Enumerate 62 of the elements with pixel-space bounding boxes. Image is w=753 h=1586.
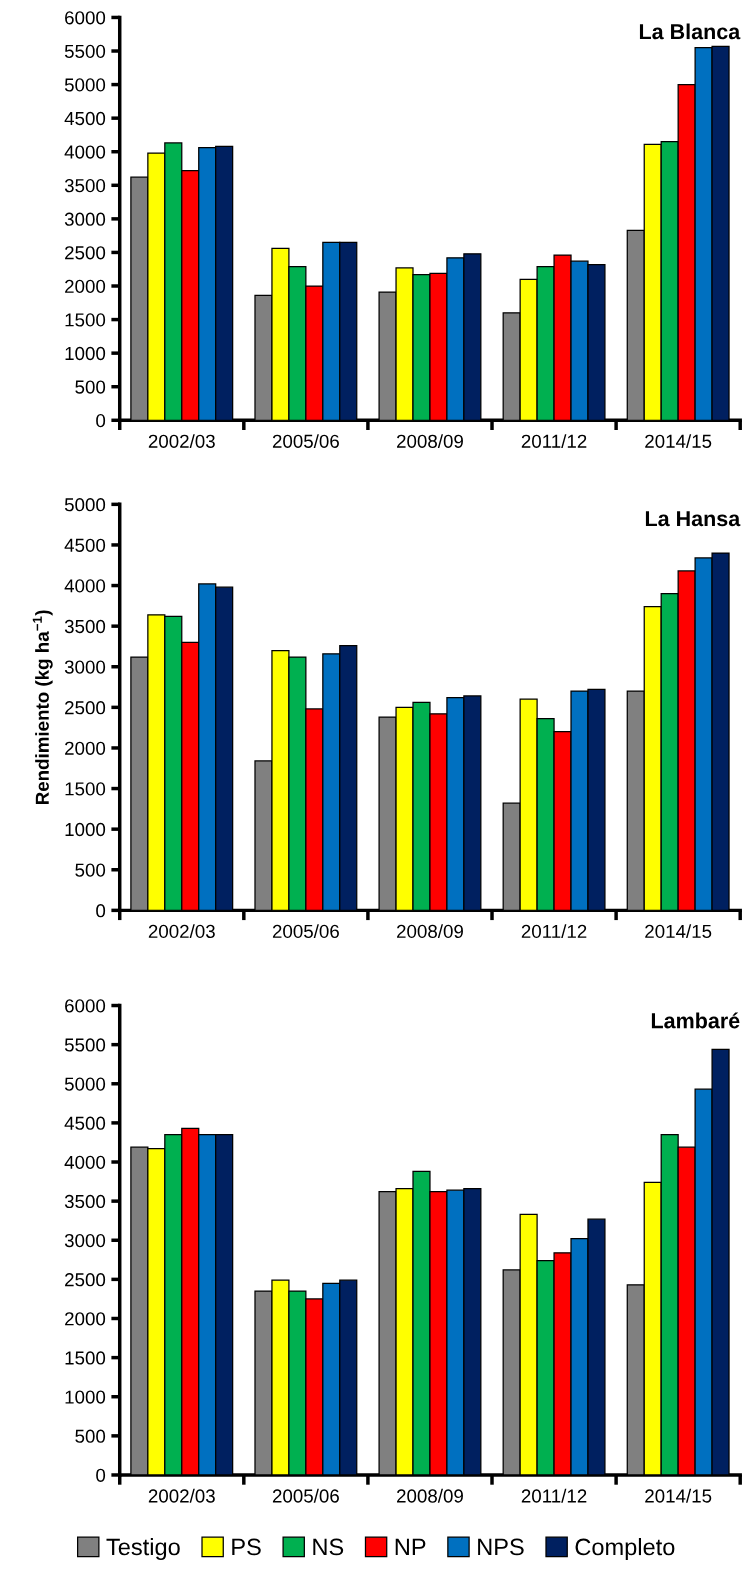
y-tick-label: 500 bbox=[75, 1429, 106, 1443]
y-tick-label: 2500 bbox=[65, 1273, 106, 1287]
y-tick-label: 3500 bbox=[64, 1194, 106, 1209]
chart-title: La Blanca bbox=[639, 23, 741, 40]
y-tick-label: 6000 bbox=[65, 11, 106, 25]
legend-label: PS bbox=[232, 1538, 261, 1556]
y-axis-title: Rendimiento (kg ha$^{−1}$) bbox=[32, 610, 53, 805]
y-tick-label: 2500 bbox=[65, 246, 106, 260]
y-tick-label: 3500 bbox=[64, 619, 106, 634]
y-tick-label: 4000 bbox=[64, 145, 106, 159]
chart-title: La Hansa bbox=[645, 511, 741, 527]
x-tick-label: 2002/03 bbox=[148, 1488, 215, 1503]
y-tick-label: 5500 bbox=[64, 44, 106, 58]
x-tick-label: 2014/15 bbox=[645, 1488, 712, 1503]
x-tick-label: 2011/12 bbox=[521, 1488, 587, 1503]
y-tick-label: 1000 bbox=[65, 822, 106, 837]
x-tick-label: 2002/03 bbox=[148, 434, 215, 448]
y-tick-label: 1500 bbox=[65, 313, 106, 327]
y-tick-label: 0 bbox=[96, 413, 106, 428]
y-tick-label: 3000 bbox=[64, 1233, 106, 1248]
y-tick-label: 4000 bbox=[64, 579, 106, 593]
legend-label: NPS bbox=[478, 1538, 524, 1556]
x-tick-label: 2005/06 bbox=[272, 924, 339, 939]
y-tick-label: 3500 bbox=[64, 179, 106, 193]
y-tick-label: 0 bbox=[96, 904, 106, 918]
x-tick-label: 2005/06 bbox=[272, 1488, 339, 1503]
x-tick-label: 2002/03 bbox=[148, 924, 215, 939]
y-tick-label: 1000 bbox=[65, 346, 106, 361]
y-tick-label: 2000 bbox=[65, 1312, 106, 1326]
y-tick-label: 5000 bbox=[64, 78, 106, 92]
y-tick-label: 5000 bbox=[64, 498, 106, 512]
y-tick-label: 2500 bbox=[65, 701, 106, 715]
y-tick-label: 5500 bbox=[64, 1038, 106, 1052]
y-tick-label: 500 bbox=[75, 863, 106, 877]
legend-label: Completo bbox=[575, 1537, 675, 1560]
x-tick-label: 2008/09 bbox=[397, 434, 463, 448]
x-tick-label: 2011/12 bbox=[521, 434, 587, 448]
y-tick-label: 6000 bbox=[65, 999, 106, 1013]
y-tick-label: 3000 bbox=[64, 660, 106, 674]
x-tick-label: 2014/15 bbox=[645, 924, 712, 939]
y-tick-label: 4500 bbox=[64, 538, 106, 552]
y-tick-label: 1000 bbox=[65, 1390, 106, 1404]
chart-title: Lambaré bbox=[651, 1012, 740, 1029]
y-tick-label: 1500 bbox=[65, 782, 106, 796]
y-tick-label: 0 bbox=[96, 1468, 106, 1482]
x-tick-label: 2014/15 bbox=[645, 434, 712, 448]
y-tick-label: 3000 bbox=[64, 212, 106, 226]
y-tick-label: 1500 bbox=[65, 1351, 106, 1365]
x-tick-label: 2008/09 bbox=[397, 1488, 463, 1503]
y-tick-label: 4000 bbox=[64, 1155, 106, 1169]
y-tick-label: 5000 bbox=[64, 1077, 106, 1091]
y-tick-label: 2000 bbox=[65, 279, 106, 293]
x-tick-label: 2005/06 bbox=[272, 434, 339, 448]
y-tick-label: 4500 bbox=[64, 1116, 106, 1130]
legend-label: NP bbox=[395, 1538, 426, 1556]
legend-label: Testigo bbox=[106, 1537, 180, 1560]
y-tick-label: 4500 bbox=[64, 111, 106, 126]
legend-label: NS bbox=[313, 1538, 344, 1556]
x-tick-label: 2011/12 bbox=[521, 924, 587, 939]
y-tick-label: 500 bbox=[75, 380, 106, 394]
x-tick-label: 2008/09 bbox=[397, 924, 463, 939]
y-tick-label: 2000 bbox=[65, 741, 106, 755]
